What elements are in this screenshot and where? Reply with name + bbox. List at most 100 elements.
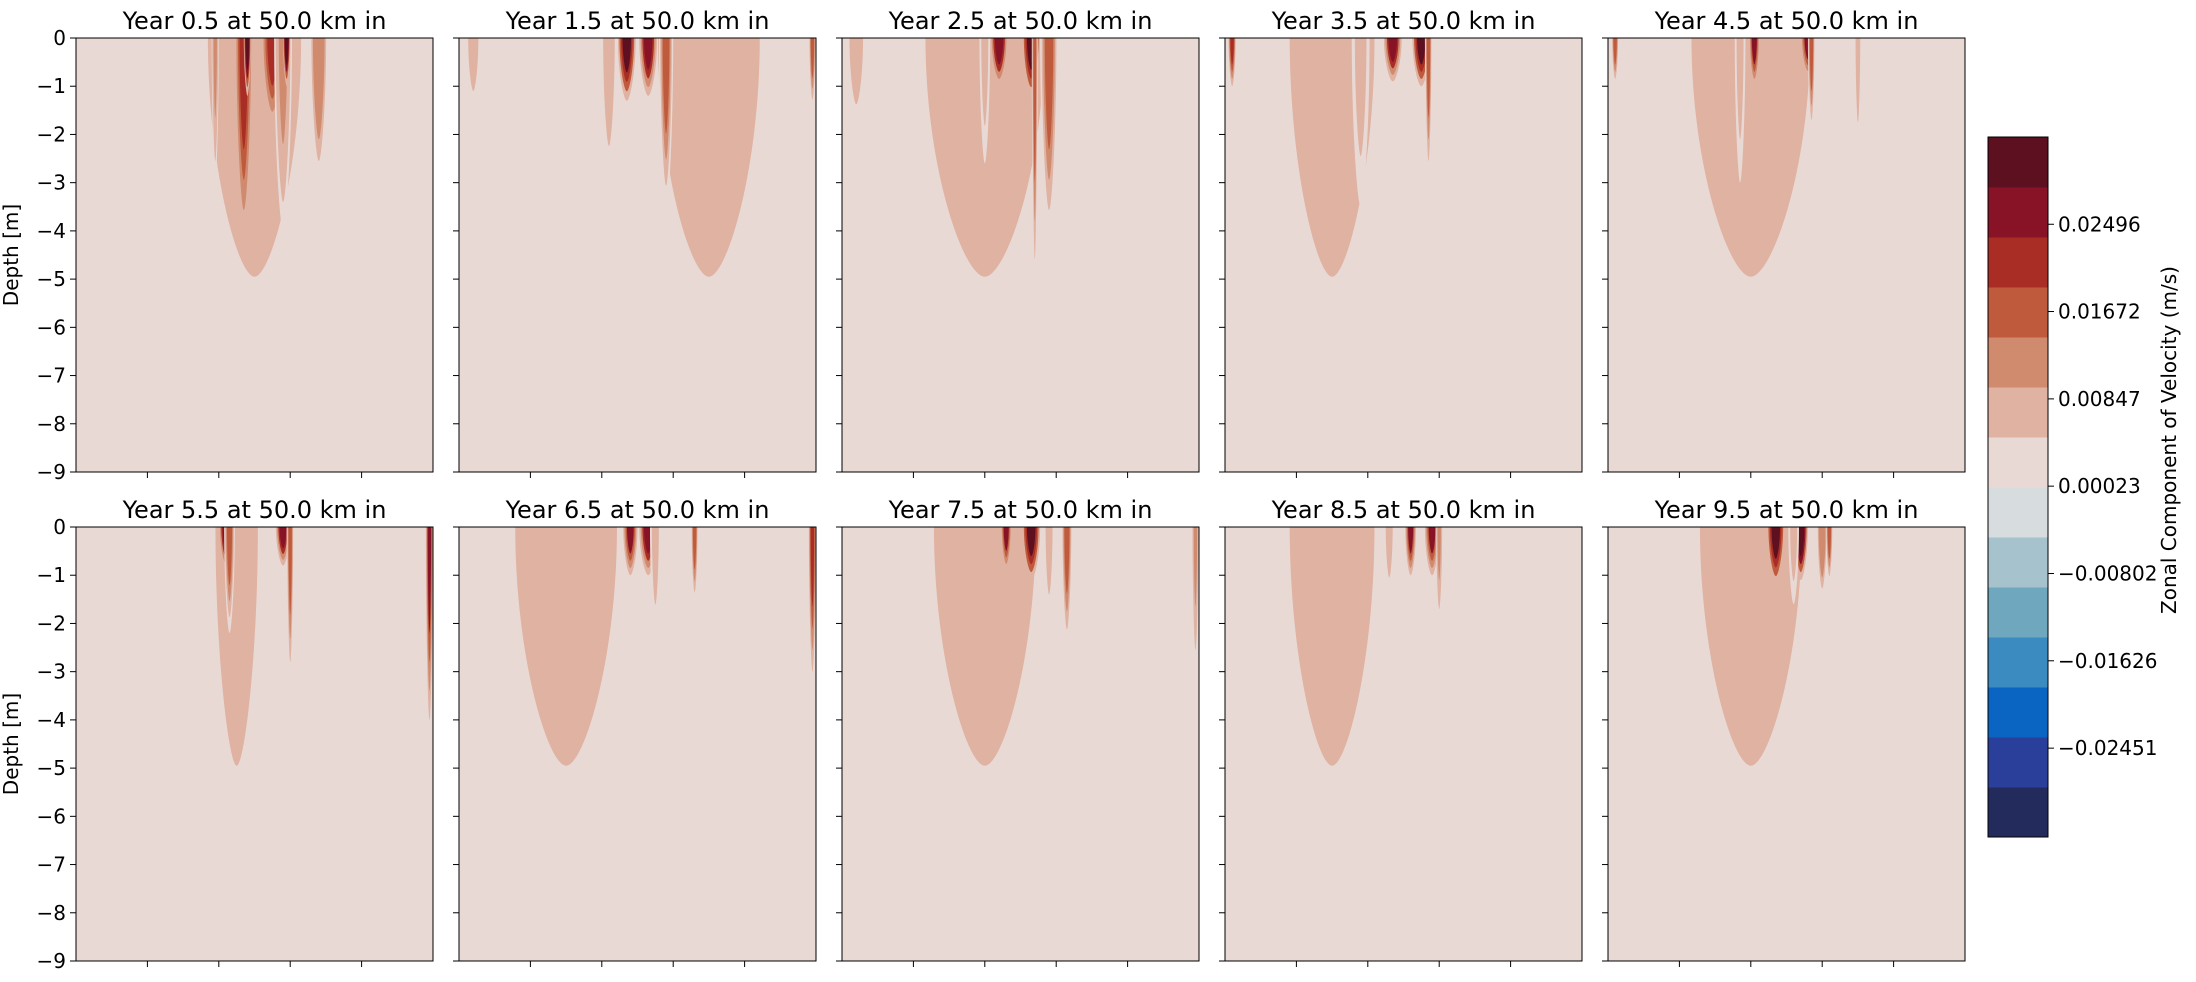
panel-title: Year 4.5 at 50.0 km in: [1654, 7, 1919, 35]
contour-region: [1003, 527, 1009, 551]
contour-region: [849, 38, 864, 105]
contour-region: [1388, 38, 1398, 62]
contour-region: [1026, 527, 1036, 557]
contour-region: [1356, 38, 1365, 131]
panel-8: Year 7.5 at 50.0 km in: [836, 496, 1200, 967]
contour-region: [1408, 527, 1414, 554]
y-tick-label: −1: [37, 563, 66, 587]
colorbar-level: [1988, 437, 2048, 488]
colorbar-tick-label: −0.02451: [2058, 736, 2157, 760]
panel-title: Year 1.5 at 50.0 km in: [505, 7, 770, 35]
panel-frame: [841, 37, 1200, 473]
y-tick-label: −5: [37, 756, 66, 780]
contour-region: [1428, 527, 1436, 554]
contour-region: [515, 527, 617, 766]
contour-fills: [462, 38, 816, 472]
contour-region: [604, 38, 614, 123]
contour-region: [933, 527, 1036, 766]
panel-1: Year 0.5 at 50.0 km in 0 −1 −2 −3 −4 −5 −6 −7 −8 −…: [0, 7, 434, 484]
panel-grid: Year 0.5 at 50.0 km in 0 −1 −2 −3 −4 −5 −6 −7 −8 −…: [0, 7, 1966, 973]
contour-region: [810, 527, 815, 607]
y-tick-label: −5: [37, 267, 66, 291]
y-tick-label: 0: [53, 515, 66, 539]
contour-region: [284, 38, 289, 65]
colorbar-level: [1988, 687, 2048, 738]
contour-region: [1791, 527, 1797, 570]
contour-region: [226, 527, 233, 586]
contour-region: [1809, 38, 1814, 92]
panel-title: Year 6.5 at 50.0 km in: [505, 496, 770, 524]
y-tick-label: −6: [37, 804, 66, 828]
contour-fills: [1611, 38, 1876, 472]
y-tick-label: −3: [37, 171, 66, 195]
panel-10: Year 9.5 at 50.0 km in: [1602, 496, 1966, 967]
contour-fills: [842, 38, 1110, 472]
contour-region: [1046, 527, 1052, 581]
panel-7: Year 6.5 at 50.0 km in: [453, 496, 817, 967]
colorbar-level: [1988, 787, 2048, 838]
y-tick-label: −8: [37, 901, 66, 925]
panel-frame: [841, 526, 1200, 962]
panel-3: Year 2.5 at 50.0 km in: [836, 7, 1200, 478]
colorbar-tick-label: −0.00802: [2058, 562, 2157, 586]
colorbar-level: [1988, 137, 2048, 188]
contour-region: [626, 527, 634, 554]
y-tick-label: −9: [37, 460, 66, 484]
colorbar-tick-label: −0.01626: [2058, 649, 2157, 673]
panel-2: Year 1.5 at 50.0 km in: [453, 7, 817, 478]
contour-region: [662, 38, 670, 134]
panel-9: Year 8.5 at 50.0 km in: [1219, 496, 1583, 967]
contour-region: [692, 527, 697, 570]
y-tick-label: −3: [37, 660, 66, 684]
contour-region: [1699, 527, 1802, 766]
colorbar-level: [1988, 537, 2048, 588]
contour-region: [1613, 38, 1617, 65]
contour-region: [1437, 527, 1441, 581]
colorbar-level: [1988, 587, 2048, 638]
panel-6: Year 5.5 at 50.0 km in 0 −1 −2 −3 −4 −5 −6 −7 −8 −…: [0, 496, 434, 973]
colorbar-level: [1988, 237, 2048, 288]
y-tick-label: −4: [37, 219, 66, 243]
panel-title: Year 5.5 at 50.0 km in: [122, 496, 387, 524]
colorbar-tick-label: 0.00847: [2058, 387, 2141, 411]
panel-title: Year 3.5 at 50.0 km in: [1271, 7, 1536, 35]
contour-region: [982, 38, 988, 107]
panel-frame: [458, 526, 817, 962]
contour-region: [1819, 527, 1825, 567]
y-axis-label: Depth [m]: [0, 204, 23, 306]
contour-fills: [192, 527, 433, 961]
contour-region: [245, 38, 250, 70]
contour-region: [427, 527, 432, 634]
contour-fills: [1242, 527, 1443, 961]
colorbar-level: [1988, 337, 2048, 388]
y-tick-label: −9: [37, 949, 66, 973]
contour-region: [1797, 527, 1805, 557]
contour-region: [652, 527, 658, 589]
colorbar-level: [1988, 287, 2048, 338]
contour-region: [314, 38, 323, 118]
contour-region: [1289, 527, 1375, 766]
panel-frame: [1224, 526, 1583, 962]
panel-frame: [1224, 37, 1583, 473]
contour-region: [1417, 38, 1426, 65]
colorbar-tick-label: 0.01672: [2058, 300, 2141, 324]
panel-title: Year 7.5 at 50.0 km in: [888, 496, 1153, 524]
panel-title: Year 8.5 at 50.0 km in: [1271, 496, 1536, 524]
contour-region: [288, 527, 292, 615]
contour-region: [279, 527, 287, 549]
contour-fills: [459, 527, 816, 961]
panel-frame: [75, 37, 434, 473]
panel-title: Year 2.5 at 50.0 km in: [888, 7, 1153, 35]
contour-region: [658, 38, 760, 277]
colorbar-tick-label: 0.02496: [2058, 212, 2141, 236]
contour-fills: [156, 38, 353, 472]
y-tick-label: 0: [53, 26, 66, 50]
contour-region: [1044, 38, 1054, 150]
y-tick-label: −2: [37, 122, 66, 146]
contour-region: [468, 38, 479, 92]
contour-region: [1193, 527, 1198, 607]
colorbar-level: [1988, 637, 2048, 688]
contour-region: [1386, 527, 1392, 567]
panel-4: Year 3.5 at 50.0 km in: [1219, 7, 1583, 478]
